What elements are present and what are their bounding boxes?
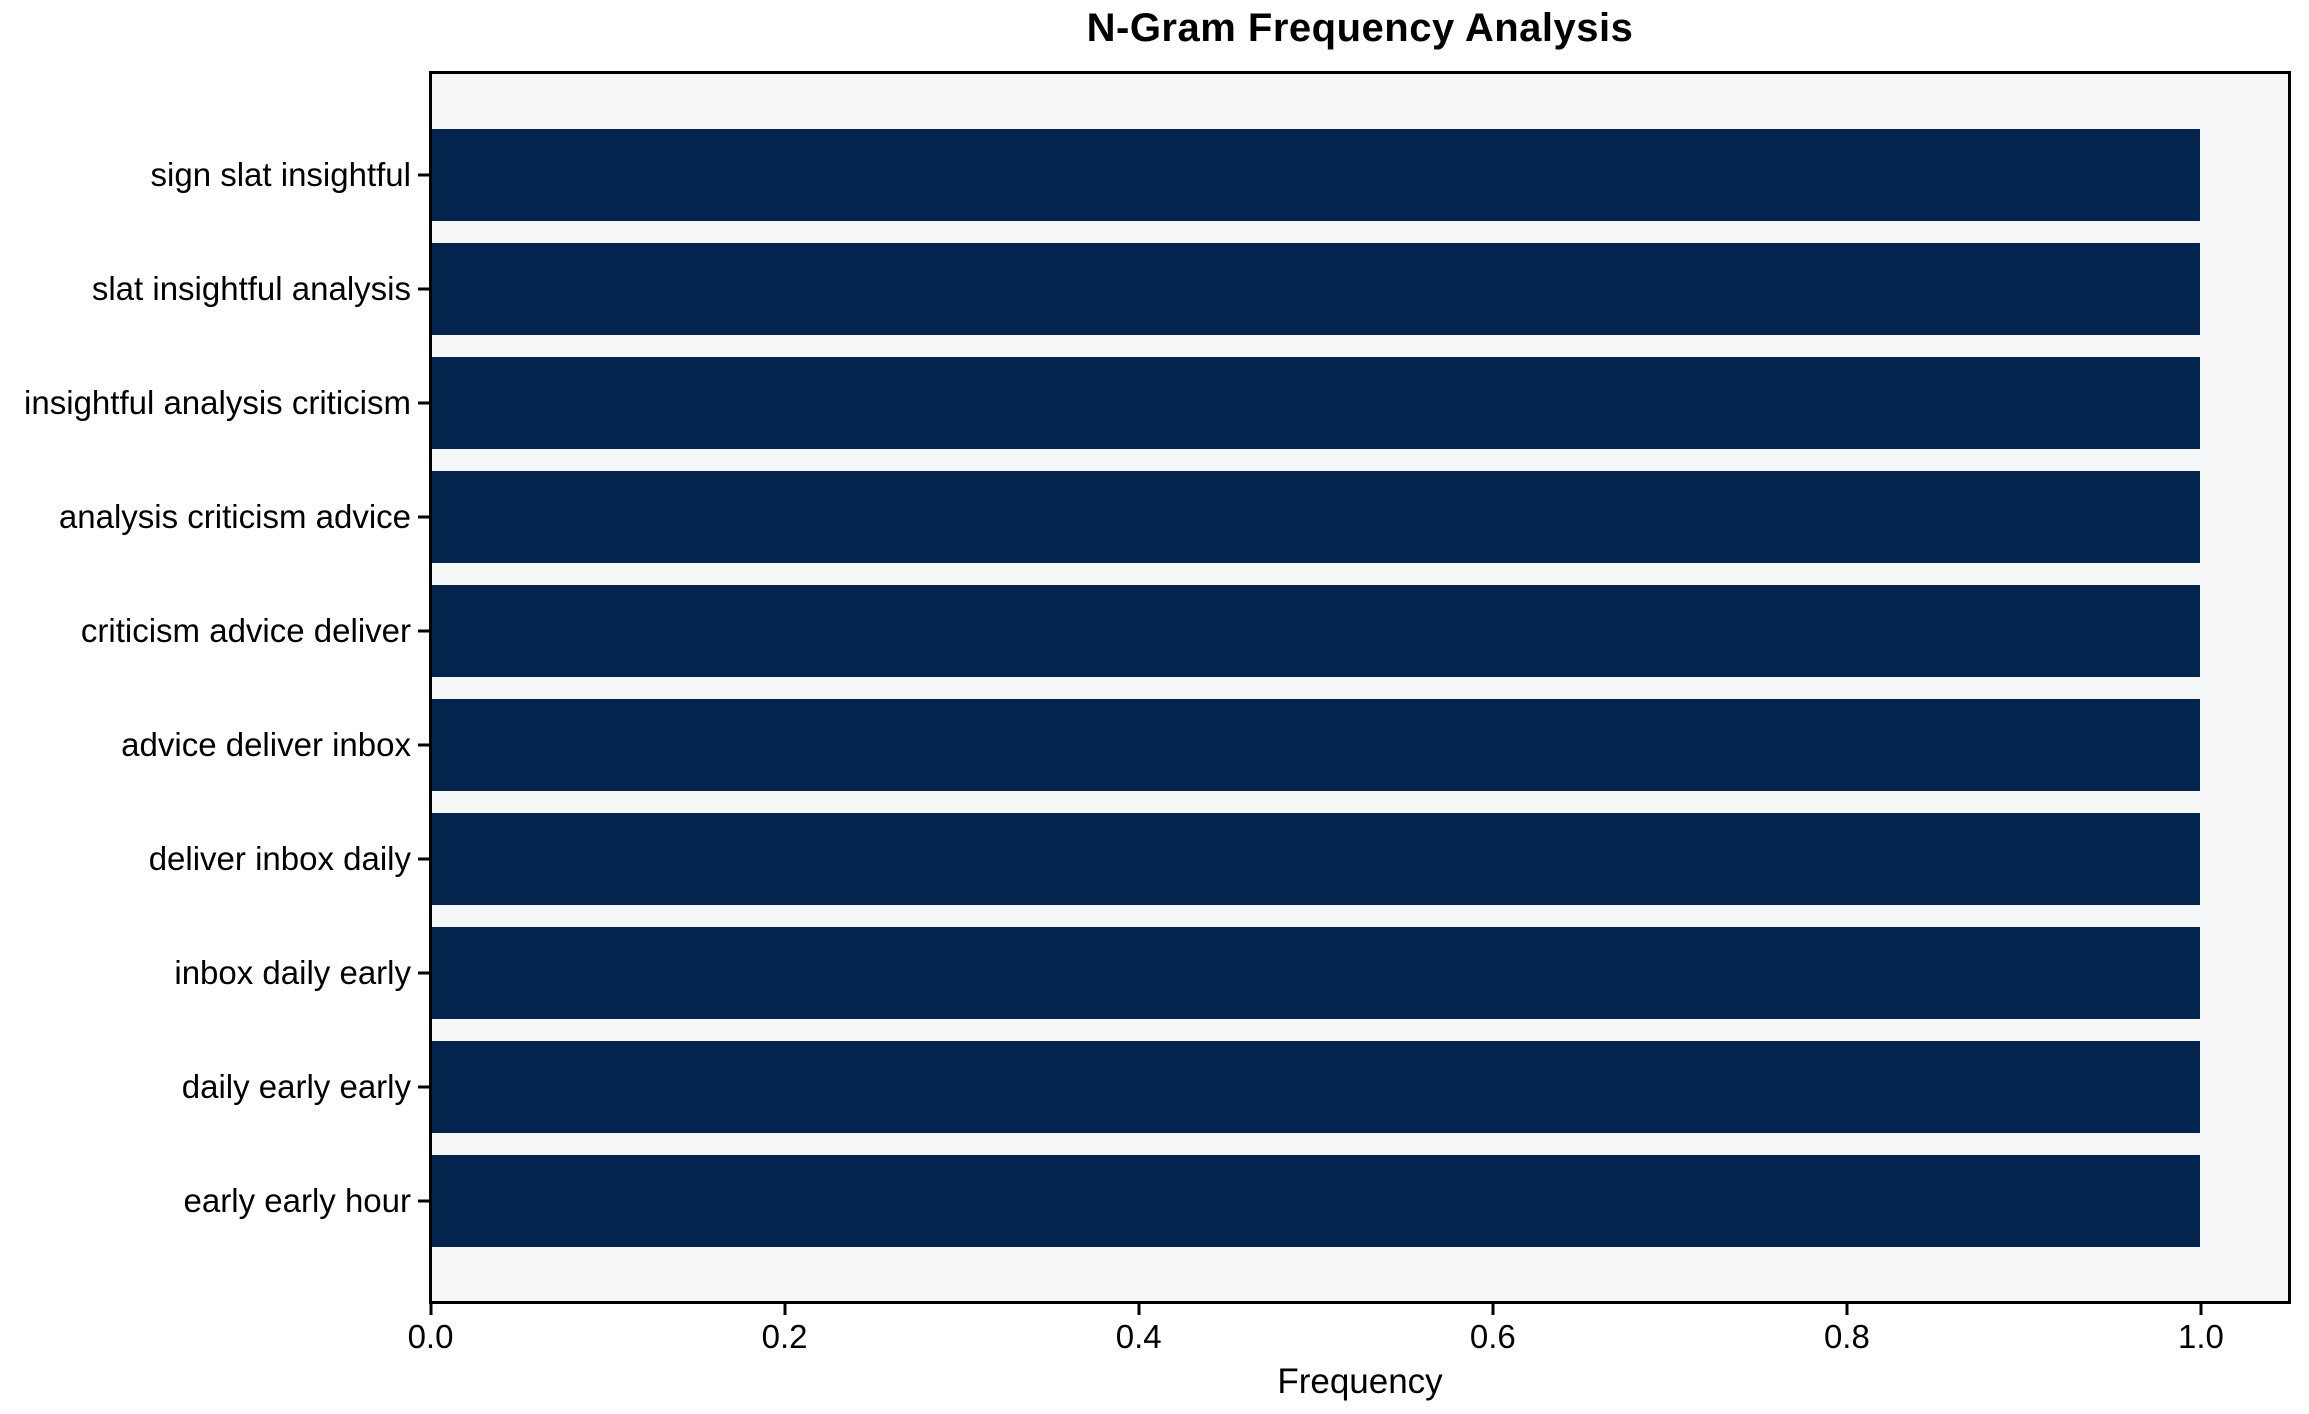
bar-row [432, 802, 2288, 916]
x-tick [1845, 1304, 1849, 1315]
x-tick [429, 1304, 432, 1315]
bar [432, 1041, 2200, 1133]
bar [432, 927, 2200, 1019]
y-tick-label: insightful analysis criticism [24, 384, 411, 421]
bar [432, 1155, 2200, 1247]
plot-area [429, 71, 2291, 1304]
chart-title: N-Gram Frequency Analysis [1086, 6, 1634, 50]
bar [432, 243, 2200, 335]
y-tick [418, 629, 429, 633]
bar-row [432, 460, 2288, 574]
bar-row [432, 232, 2288, 346]
x-tick-label: 0.6 [1469, 1318, 1516, 1355]
x-tick [2199, 1304, 2203, 1315]
x-tick [783, 1304, 787, 1315]
y-tick-label: sign slat insightful [150, 156, 411, 193]
y-tick [418, 1199, 429, 1203]
bar-row [432, 688, 2288, 802]
bar [432, 813, 2200, 905]
bar [432, 129, 2200, 221]
y-tick-label: advice deliver inbox [121, 726, 411, 763]
bar [432, 357, 2200, 449]
y-tick-label: daily early early [181, 1068, 411, 1105]
bar-row [432, 346, 2288, 460]
x-tick-label: 1.0 [2178, 1318, 2224, 1355]
bar-row [432, 118, 2288, 232]
bar [432, 471, 2200, 563]
x-tick-label: 0.4 [1115, 1318, 1162, 1355]
y-axis-labels: sign slat insightful slat insightful anal… [0, 118, 411, 1258]
bars-container [432, 74, 2288, 1301]
bar-row [432, 574, 2288, 688]
y-tick [418, 743, 429, 747]
bar-row [432, 1030, 2288, 1144]
y-tick [418, 287, 429, 291]
y-tick-label: slat insightful analysis [91, 270, 411, 307]
x-tick-label: 0.2 [761, 1318, 808, 1355]
y-tick [418, 515, 429, 519]
y-tick-label: inbox daily early [174, 954, 411, 991]
bar-row [432, 1144, 2288, 1258]
y-tick-label: early early hour [183, 1182, 411, 1219]
y-tick [418, 173, 429, 177]
bar-row [432, 916, 2288, 1030]
x-tick-label: 0.0 [407, 1318, 454, 1355]
y-tick [418, 857, 429, 861]
x-axis-title: Frequency [1277, 1362, 1443, 1401]
y-tick-label: deliver inbox daily [148, 840, 411, 877]
y-tick [418, 1085, 429, 1089]
x-tick [1491, 1304, 1495, 1315]
x-tick [1137, 1304, 1141, 1315]
y-tick [418, 971, 429, 975]
y-tick-label: criticism advice deliver [80, 612, 411, 649]
bar [432, 699, 2200, 791]
y-tick [418, 401, 429, 405]
x-tick-label: 0.8 [1823, 1318, 1870, 1355]
bar [432, 585, 2200, 677]
y-tick-label: analysis criticism advice [58, 498, 411, 535]
